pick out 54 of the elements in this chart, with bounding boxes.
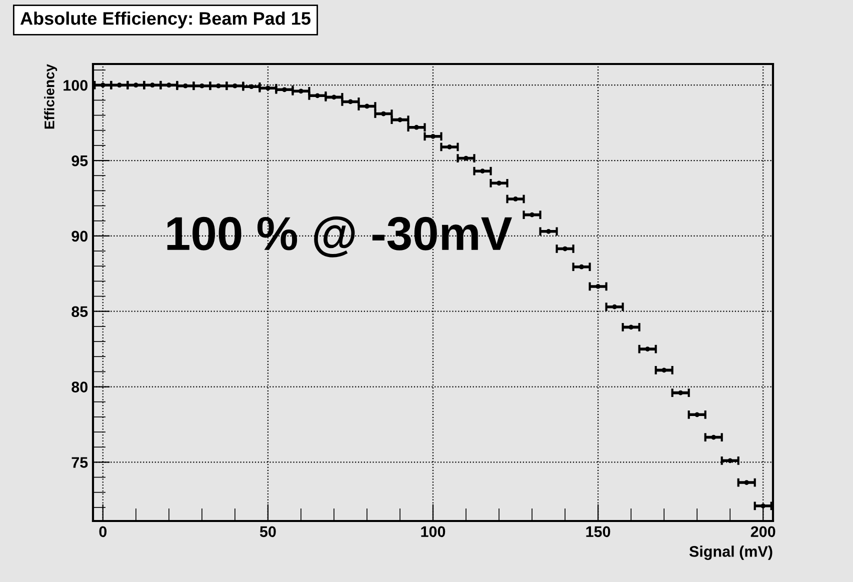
point <box>133 82 138 88</box>
y-tick-label: 90 <box>72 230 88 242</box>
point <box>447 144 452 150</box>
x-tick-label: 0 <box>99 526 107 538</box>
point <box>496 180 502 186</box>
point <box>430 134 436 139</box>
x-tick-label: 150 <box>586 526 610 538</box>
x-axis-title: Signal (mV) <box>689 546 772 560</box>
point <box>398 117 402 122</box>
point <box>744 480 750 485</box>
point <box>315 93 320 98</box>
point <box>760 503 766 508</box>
point <box>694 412 700 418</box>
y-tick-label: 100 <box>64 80 88 91</box>
point <box>266 86 270 91</box>
y-tick-label: 85 <box>72 306 88 318</box>
point <box>166 82 172 88</box>
point <box>249 84 254 90</box>
point <box>100 82 106 88</box>
x-tick-label: 100 <box>421 526 446 538</box>
point <box>645 346 650 352</box>
point <box>298 88 304 94</box>
point <box>546 228 551 234</box>
point <box>150 82 155 88</box>
point <box>612 304 617 310</box>
chart-title: Absolute Efficiency: Beam Pad 15 <box>20 12 310 28</box>
y-tick-label: 75 <box>72 457 88 468</box>
y-tick-label: 95 <box>72 155 88 166</box>
point <box>662 368 666 373</box>
point <box>348 99 353 104</box>
point <box>116 82 122 88</box>
point <box>182 83 188 88</box>
point <box>381 111 386 116</box>
point <box>513 196 518 202</box>
point <box>200 83 204 88</box>
point <box>332 94 336 100</box>
point <box>232 83 238 88</box>
point <box>480 168 485 174</box>
annotation: 100 % @ -30mV <box>167 216 512 258</box>
y-tick-label: 80 <box>72 382 88 392</box>
point <box>364 104 370 109</box>
point <box>596 284 600 289</box>
point <box>530 212 534 218</box>
point <box>464 156 468 161</box>
point <box>216 83 221 88</box>
point <box>628 324 634 330</box>
point <box>414 124 419 130</box>
y-axis-title: Efficiency <box>44 64 58 129</box>
point <box>562 246 568 252</box>
point <box>282 87 287 92</box>
x-tick-label: 50 <box>260 526 276 538</box>
point <box>728 458 733 464</box>
point <box>579 264 584 270</box>
x-tick-label: 200 <box>750 526 776 538</box>
